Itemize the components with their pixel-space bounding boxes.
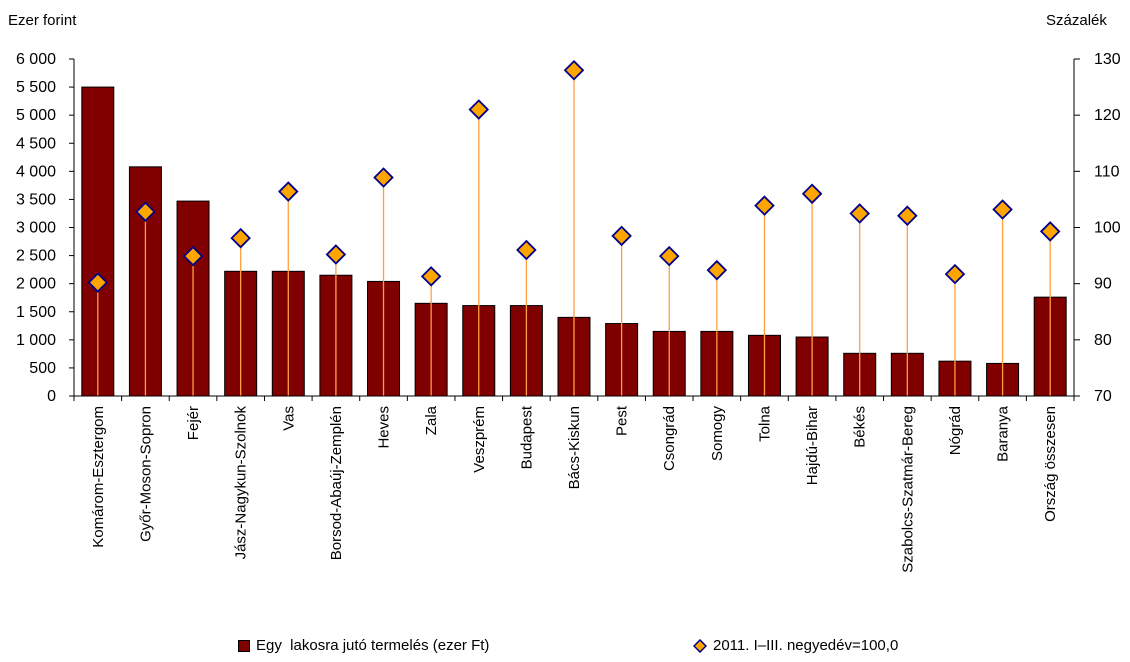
data-marker bbox=[1039, 221, 1061, 242]
data-marker bbox=[611, 225, 632, 247]
category-label: Győr-Moson-Sopron bbox=[137, 406, 154, 542]
data-marker bbox=[373, 167, 394, 188]
left-tick-label: 2 000 bbox=[16, 276, 56, 293]
right-axis-title: Százalék bbox=[1046, 12, 1107, 29]
data-marker bbox=[992, 199, 1013, 220]
category-label: Tolna bbox=[756, 405, 773, 442]
category-label: Fejér bbox=[185, 406, 202, 440]
left-tick-label: 6 000 bbox=[16, 51, 56, 68]
legend-bar-entry: Egy lakosra jutó termelés (ezer Ft) bbox=[238, 637, 489, 654]
right-tick-label: 110 bbox=[1094, 163, 1120, 180]
left-axis-title: Ezer forint bbox=[8, 12, 77, 29]
left-tick-label: 5 500 bbox=[16, 79, 56, 96]
left-tick-label: 4 500 bbox=[16, 135, 56, 152]
data-marker bbox=[182, 245, 204, 267]
right-tick-label: 70 bbox=[1094, 388, 1112, 405]
data-marker bbox=[278, 181, 299, 202]
data-marker bbox=[87, 272, 109, 293]
data-marker bbox=[135, 201, 156, 223]
stems-layer bbox=[97, 70, 1051, 396]
category-label: Zala bbox=[423, 405, 440, 435]
left-tick-label: 4 000 bbox=[16, 163, 56, 180]
category-label: Bács-Kiskun bbox=[566, 406, 583, 489]
right-tick-label: 80 bbox=[1094, 332, 1112, 349]
category-label: Borsod-Abaúj-Zemplén bbox=[328, 406, 345, 560]
category-label: Baranya bbox=[995, 405, 1012, 462]
right-tick-label: 130 bbox=[1094, 51, 1121, 68]
data-marker bbox=[325, 244, 347, 265]
legend-marker-label: 2011. I–III. negyedév=100,0 bbox=[713, 637, 899, 654]
category-label: Jász-Nagykun-Szolnok bbox=[233, 406, 250, 560]
legend-bar-label: Egy lakosra jutó termelés (ezer Ft) bbox=[256, 637, 490, 654]
left-tick-label: 0 bbox=[47, 388, 56, 405]
left-tick-label: 3 500 bbox=[16, 191, 56, 208]
legend-bar-swatch bbox=[238, 639, 250, 652]
data-marker bbox=[849, 203, 870, 224]
data-marker bbox=[230, 227, 251, 249]
left-tick-label: 5 000 bbox=[16, 107, 56, 124]
data-marker bbox=[944, 263, 966, 285]
left-tick-label: 1 500 bbox=[16, 304, 56, 321]
legend-marker-swatch bbox=[693, 638, 707, 653]
data-marker bbox=[754, 195, 775, 216]
category-label: Vas bbox=[280, 406, 297, 431]
category-label: Szabolcs-Szatmár-Bereg bbox=[899, 406, 916, 573]
category-label: Pest bbox=[614, 405, 631, 436]
right-tick-label: 100 bbox=[1094, 220, 1121, 237]
category-label: Csongrád bbox=[661, 406, 678, 471]
data-marker bbox=[706, 259, 728, 281]
left-tick-label: 3 000 bbox=[16, 220, 56, 237]
right-tick-label: 120 bbox=[1094, 107, 1121, 124]
data-marker bbox=[468, 99, 490, 120]
labels-layer: Komárom-Esztergom Győr-Moson-Sopron Fejér J… bbox=[16, 51, 1121, 573]
markers-layer bbox=[87, 59, 1061, 293]
data-marker bbox=[658, 245, 680, 267]
category-label: Budapest bbox=[518, 405, 535, 469]
left-tick-label: 500 bbox=[29, 360, 56, 377]
data-marker bbox=[897, 205, 918, 226]
category-label: Ország összesen bbox=[1042, 406, 1059, 522]
category-label: Nógrád bbox=[947, 406, 964, 455]
right-tick-label: 90 bbox=[1094, 276, 1112, 293]
data-marker bbox=[563, 59, 585, 81]
category-label: Békés bbox=[852, 406, 869, 448]
data-marker bbox=[801, 183, 823, 205]
left-tick-label: 1 000 bbox=[16, 332, 56, 349]
category-label: Hajdú-Bihar bbox=[804, 406, 821, 485]
data-marker bbox=[420, 266, 442, 287]
category-label: Veszprém bbox=[471, 406, 488, 473]
category-label: Heves bbox=[376, 406, 393, 449]
data-marker bbox=[516, 239, 537, 261]
category-label: Somogy bbox=[709, 406, 726, 462]
legend-marker-entry: 2011. I–III. negyedév=100,0 bbox=[693, 637, 898, 654]
left-tick-label: 2 500 bbox=[16, 248, 56, 265]
category-label: Komárom-Esztergom bbox=[90, 406, 107, 548]
axes-layer bbox=[69, 58, 1080, 401]
